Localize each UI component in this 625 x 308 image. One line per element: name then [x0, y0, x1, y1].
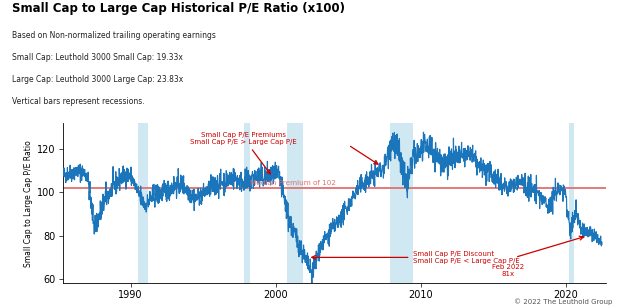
- Text: Small Cap: Leuthold 3000 Small Cap: 19.33x: Small Cap: Leuthold 3000 Small Cap: 19.3…: [12, 53, 183, 62]
- Text: Median Premium of 102: Median Premium of 102: [249, 180, 336, 186]
- Text: Small Cap P/E Discount
Small Cap P/E < Large Cap P/E: Small Cap P/E Discount Small Cap P/E < L…: [312, 251, 520, 264]
- Text: Based on Non-normalized trailing operating earnings: Based on Non-normalized trailing operati…: [12, 31, 216, 40]
- Text: Feb 2022
81x: Feb 2022 81x: [492, 264, 524, 277]
- Bar: [138, 123, 148, 283]
- Bar: [569, 123, 574, 283]
- Text: © 2022 The Leuthold Group: © 2022 The Leuthold Group: [514, 298, 612, 305]
- Text: Vertical bars represent recessions.: Vertical bars represent recessions.: [12, 97, 145, 106]
- Y-axis label: Small Cap to Large Cap P/E Ratio: Small Cap to Large Cap P/E Ratio: [24, 140, 33, 267]
- Bar: [390, 123, 413, 283]
- Bar: [288, 123, 303, 283]
- Text: Small Cap P/E Premiums
Small Cap P/E > Large Cap P/E: Small Cap P/E Premiums Small Cap P/E > L…: [191, 132, 297, 174]
- Bar: [244, 123, 249, 283]
- Text: Large Cap: Leuthold 3000 Large Cap: 23.83x: Large Cap: Leuthold 3000 Large Cap: 23.8…: [12, 75, 184, 84]
- Text: Small Cap to Large Cap Historical P/E Ratio (x100): Small Cap to Large Cap Historical P/E Ra…: [12, 2, 346, 14]
